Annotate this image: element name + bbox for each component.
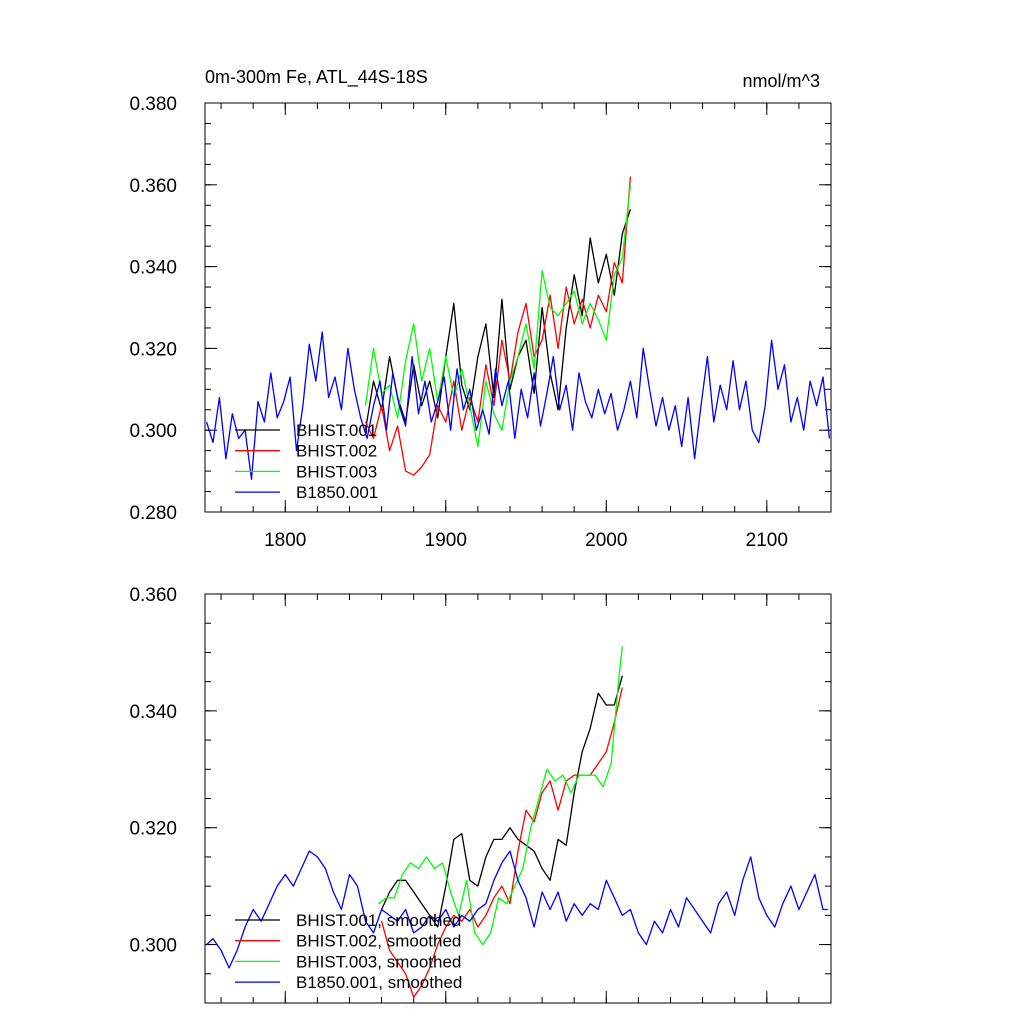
x-tick-label: 2100 [746, 530, 788, 551]
series-line [364, 209, 632, 431]
y-tick-label: 0.340 [129, 702, 177, 723]
y-tick-label: 0.280 [129, 503, 177, 524]
y-tick-label: 0.300 [129, 421, 177, 442]
legend-label: BHIST.001 [296, 421, 377, 440]
x-tick-label: 2000 [585, 530, 627, 551]
y-tick-label: 0.340 [129, 258, 177, 279]
x-tick-label: 1800 [264, 530, 306, 551]
series-line [380, 687, 623, 998]
legend-label: BHIST.002, smoothed [296, 932, 461, 951]
bottom-chart: 0.300 0.320 0.340 0.360 BHIST.001, smoothed B… [129, 585, 832, 1004]
y-tick-label: 0.300 [129, 936, 177, 957]
series-line [364, 184, 632, 448]
legend-label: BHIST.002 [296, 442, 377, 461]
y-tick-label: 0.360 [129, 585, 177, 606]
top-chart: 1800 1900 2000 2100 0.280 0.300 0.320 0.340 0.36… [129, 94, 832, 551]
y-tick-label: 0.380 [129, 94, 177, 115]
series-line [378, 646, 623, 946]
y-tick-label: 0.320 [129, 339, 177, 360]
figure-title: 0m-300m Fe, ATL_44S-18S [205, 67, 428, 88]
legend-label: BHIST.003 [296, 462, 377, 481]
legend-label: BHIST.003, smoothed [296, 952, 461, 971]
legend-label: BHIST.001, smoothed [296, 911, 461, 930]
legend-label: B1850.001, smoothed [296, 973, 462, 992]
series-line [206, 850, 828, 969]
series-line [205, 331, 831, 480]
series-line [364, 176, 632, 476]
y-tick-label: 0.360 [129, 176, 177, 197]
y-tick-label: 0.320 [129, 819, 177, 840]
legend-label: B1850.001 [296, 483, 378, 502]
units-label: nmol/m^3 [743, 71, 820, 91]
x-tick-label: 1900 [425, 530, 467, 551]
series-line [381, 675, 623, 928]
